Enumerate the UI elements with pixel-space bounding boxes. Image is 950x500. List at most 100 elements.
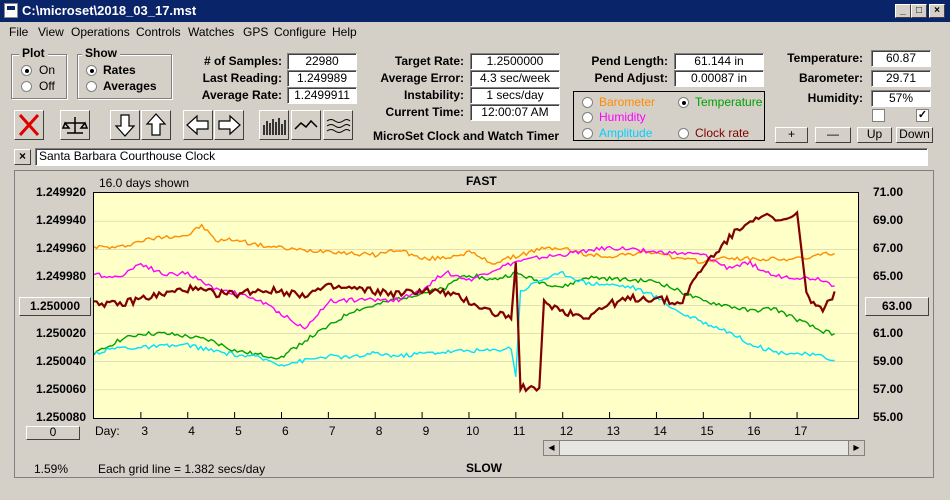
instability-field: 1 secs/day	[470, 87, 560, 104]
temperature-reading-label: Temperature:	[787, 51, 863, 65]
x-tick-label: 8	[375, 424, 383, 438]
series-line-amplitude	[93, 270, 835, 377]
pend-length-label: Pend Length:	[591, 54, 668, 68]
clock-name-field[interactable]: Santa Barbara Courthouse Clock	[35, 148, 928, 166]
series-line-clock-rate	[93, 210, 836, 394]
left-checkbox[interactable]	[872, 109, 885, 122]
arrow-down-icon	[114, 114, 136, 137]
pend-length-field[interactable]: 61.144 in	[674, 53, 764, 70]
down-arrow-button[interactable]	[110, 110, 140, 140]
minimize-button[interactable]: _	[895, 4, 911, 18]
wave-icon	[326, 119, 351, 133]
average-error-label: Average Error:	[380, 71, 464, 85]
wave-view-button[interactable]	[323, 110, 353, 140]
barometer-reading-field: 29.71	[871, 70, 931, 87]
plus-button[interactable]: +	[775, 127, 808, 143]
app-title-label: MicroSet Clock and Watch Timer	[373, 129, 560, 143]
menu-gps[interactable]: GPS	[243, 25, 269, 39]
x-tick-label: 5	[235, 424, 242, 438]
series-select-box	[573, 91, 765, 141]
temperature-radio[interactable]	[678, 97, 689, 108]
menu-configure[interactable]: Configure	[274, 25, 327, 39]
humidity-reading-field: 57%	[871, 90, 931, 107]
chart-frame	[14, 170, 934, 478]
x-tick-label: 10	[465, 424, 480, 438]
average-rate-label: Average Rate:	[201, 88, 282, 102]
balance-button[interactable]	[60, 110, 90, 140]
menu-help[interactable]: Help	[332, 25, 357, 39]
right-tick-label: 71.00	[873, 185, 904, 199]
minus-button[interactable]: —	[815, 127, 851, 143]
menu-watches[interactable]: Watches	[188, 25, 235, 39]
scroll-right-icon[interactable]: ▶	[848, 441, 864, 455]
humidity-reading-label: Humidity:	[807, 91, 863, 105]
pend-adjust-label: Pend Adjust:	[594, 71, 668, 85]
menu-controls[interactable]: Controls	[136, 25, 181, 39]
right-checkbox[interactable]: ✓	[916, 109, 929, 122]
clock-rate-label: Clock rate	[695, 126, 750, 140]
scale-icon	[61, 117, 89, 134]
show-group	[77, 54, 172, 99]
center-temp-button[interactable]: 63.00	[865, 297, 929, 316]
right-tick-label: 69.00	[873, 213, 904, 228]
x-tick-label: 12	[559, 424, 574, 438]
percent-label: 1.59%	[34, 462, 69, 476]
instability-label: Instability:	[403, 88, 464, 102]
rate-chart	[93, 210, 858, 418]
close-window-button[interactable]: ×	[929, 4, 945, 18]
left-tick-label: 1.249960	[35, 241, 86, 256]
temperature-label: Temperature	[695, 95, 763, 109]
left-tick-label: 1.249980	[35, 269, 86, 284]
show-group-title: Show	[82, 46, 120, 60]
series-line-humidity	[93, 245, 835, 330]
amplitude-radio[interactable]	[582, 128, 593, 139]
line-view-button[interactable]	[291, 110, 321, 140]
horizontal-scrollbar[interactable]: ◀ ▶	[543, 440, 865, 456]
menu-view[interactable]: View	[38, 25, 64, 39]
down-button[interactable]: Down	[896, 127, 933, 143]
x-tick-label: 4	[188, 424, 195, 438]
left-arrow-button[interactable]	[183, 110, 213, 140]
clock-rate-radio[interactable]	[678, 128, 689, 139]
center-rate-button[interactable]: 1.250000	[19, 297, 91, 316]
series-line-temperature	[93, 270, 835, 360]
clock-close-button[interactable]: ×	[14, 149, 31, 165]
chart-plot-area[interactable]	[93, 192, 859, 419]
barometer-label: Barometer	[599, 95, 656, 109]
plot-on-label: On	[39, 63, 56, 77]
maximize-button[interactable]: □	[911, 4, 927, 18]
bar-view-button[interactable]	[259, 110, 289, 140]
right-tick-label: 57.00	[873, 381, 904, 396]
zero-button[interactable]: 0	[26, 426, 80, 440]
target-rate-field[interactable]: 1.2500000	[470, 53, 560, 70]
plot-off-radio[interactable]	[21, 81, 32, 92]
menu-operations[interactable]: Operations	[71, 25, 130, 39]
scroll-left-icon[interactable]: ◀	[544, 441, 560, 455]
humidity-radio[interactable]	[582, 112, 593, 123]
fast-label: FAST	[466, 174, 497, 188]
clear-button[interactable]	[14, 110, 44, 140]
right-tick-label: 59.00	[873, 353, 904, 368]
barometer-reading-label: Barometer:	[798, 71, 863, 85]
show-rates-radio[interactable]	[86, 65, 97, 76]
arrow-right-icon	[218, 114, 241, 136]
grid-note-label: Each grid line = 1.382 secs/day	[98, 462, 266, 476]
target-rate-label: Target Rate:	[394, 54, 464, 68]
humidity-label: Humidity	[599, 110, 646, 124]
red-x-icon	[18, 113, 40, 137]
menu-file[interactable]: File	[9, 25, 29, 39]
up-arrow-button[interactable]	[141, 110, 171, 140]
arrow-up-icon	[145, 113, 167, 136]
last-reading-label: Last Reading:	[202, 71, 282, 85]
plot-on-radio[interactable]	[21, 65, 32, 76]
right-arrow-button[interactable]	[214, 110, 244, 140]
show-rates-label: Rates	[103, 63, 136, 77]
line-graph-icon	[294, 119, 318, 130]
up-button[interactable]: Up	[857, 127, 892, 143]
show-averages-radio[interactable]	[86, 81, 97, 92]
x-tick-label: 17	[794, 424, 808, 438]
slow-label: SLOW	[466, 461, 502, 475]
right-tick-label: 55.00	[873, 410, 904, 424]
left-tick-label: 1.250040	[35, 353, 86, 368]
barometer-radio[interactable]	[582, 97, 593, 108]
